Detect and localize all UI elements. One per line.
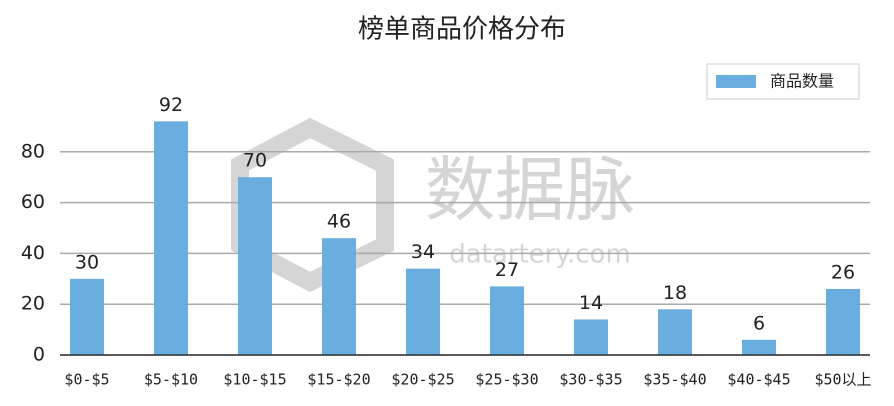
legend-label: 商品数量: [770, 72, 834, 91]
y-tick-label: 80: [21, 140, 45, 162]
data-label: 70: [243, 150, 267, 172]
bar: [154, 121, 188, 355]
bar: [742, 339, 776, 355]
bar: [70, 278, 104, 355]
bar: [658, 309, 692, 355]
chart-title: 榜单商品价格分布: [358, 15, 566, 45]
x-tick-label: $5-$10: [144, 371, 198, 389]
x-tick-label: $20-$25: [391, 371, 454, 389]
bar: [574, 319, 608, 355]
bar: [238, 177, 272, 355]
y-tick-label: 60: [21, 191, 45, 213]
data-label: 92: [159, 94, 183, 116]
bar: [322, 238, 356, 355]
x-tick-label: $10-$15: [223, 371, 286, 389]
watermark-logo: [231, 117, 394, 293]
bar: [406, 268, 440, 355]
x-tick-label: $30-$35: [559, 371, 622, 389]
x-tick-label: $15-$20: [307, 371, 370, 389]
y-tick-label: 20: [21, 293, 45, 315]
x-tick-label: $25-$30: [475, 371, 538, 389]
data-label: 30: [75, 251, 99, 273]
data-label: 18: [663, 282, 687, 304]
data-label: 27: [495, 259, 519, 281]
x-tick-label: $35-$40: [643, 371, 706, 389]
data-label: 46: [327, 211, 351, 233]
data-label: 34: [411, 241, 435, 263]
bar: [490, 286, 524, 355]
x-tick-label: $50以上: [814, 371, 871, 389]
watermark-brand: 数据脉: [425, 149, 635, 231]
watermark-site: datartery.com: [449, 240, 631, 270]
y-tick-label: 40: [21, 242, 45, 264]
bar: [826, 288, 860, 355]
legend-swatch: [716, 75, 756, 88]
watermark: 数据脉 datartery.com: [231, 117, 635, 293]
data-label: 6: [753, 312, 765, 334]
x-tick-label: $0-$5: [64, 371, 109, 389]
data-label: 26: [831, 261, 855, 283]
legend-box: [706, 63, 860, 100]
x-tick-label: $40-$45: [727, 371, 790, 389]
data-label: 14: [579, 292, 603, 314]
y-tick-label: 0: [33, 344, 45, 366]
